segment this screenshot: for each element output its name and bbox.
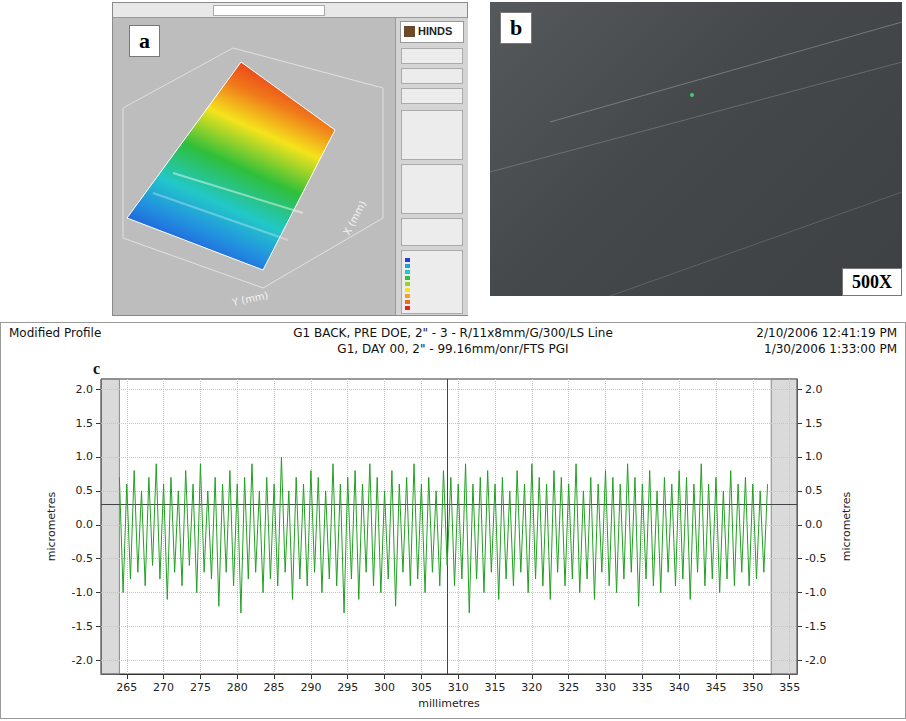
- html-text:500X: 500X: [852, 272, 892, 292]
- svg-text:275: 275: [190, 681, 211, 694]
- svg-text:265: 265: [116, 681, 137, 694]
- svg-text:270: 270: [153, 681, 174, 694]
- svg-text:1.5: 1.5: [805, 417, 823, 430]
- html-text:b: b: [510, 15, 523, 40]
- html-text:a: a: [139, 28, 150, 53]
- svg-text:315: 315: [485, 681, 506, 694]
- svg-text:300: 300: [374, 681, 395, 694]
- svg-text:G1 BACK, PRE DOE, 2" - 3 - R/1: G1 BACK, PRE DOE, 2" - 3 - R/11x8mm/G/30…: [293, 326, 613, 340]
- svg-text:Y (mm): Y (mm): [230, 290, 269, 309]
- svg-text:340: 340: [669, 681, 690, 694]
- svg-text:310: 310: [448, 681, 469, 694]
- svg-text:-0.5: -0.5: [805, 552, 826, 565]
- svg-text:280: 280: [227, 681, 248, 694]
- svg-text:1.0: 1.0: [76, 450, 94, 463]
- svg-text:0.0: 0.0: [76, 518, 94, 531]
- svg-text:320: 320: [521, 681, 542, 694]
- svg-text:290: 290: [300, 681, 321, 694]
- svg-text:330: 330: [595, 681, 616, 694]
- svg-text:355: 355: [779, 681, 800, 694]
- svg-text:-1.5: -1.5: [805, 620, 826, 633]
- svg-text:345: 345: [705, 681, 726, 694]
- svg-text:1.5: 1.5: [76, 417, 94, 430]
- svg-text:1/30/2006 1:33:00 PM: 1/30/2006 1:33:00 PM: [764, 342, 897, 356]
- svg-text:X (mm): X (mm): [341, 199, 368, 237]
- svg-text:micrometres: micrometres: [840, 492, 853, 562]
- svg-text:1.0: 1.0: [805, 450, 823, 463]
- svg-text:Modified Profile: Modified Profile: [9, 326, 101, 340]
- svg-text:2.0: 2.0: [805, 383, 823, 396]
- svg-text:350: 350: [742, 681, 763, 694]
- svg-text:micrometres: micrometres: [45, 492, 58, 562]
- svg-text:-1.0: -1.0: [72, 586, 93, 599]
- svg-text:335: 335: [632, 681, 653, 694]
- svg-text:285: 285: [264, 681, 285, 694]
- svg-text:-2.0: -2.0: [805, 654, 826, 667]
- svg-text:-1.0: -1.0: [805, 586, 826, 599]
- svg-text:325: 325: [558, 681, 579, 694]
- svg-text:2/10/2006 12:41:19 PM: 2/10/2006 12:41:19 PM: [756, 326, 897, 340]
- svg-text:0.0: 0.0: [805, 518, 823, 531]
- svg-text:millimetres: millimetres: [418, 697, 480, 710]
- svg-text:295: 295: [337, 681, 358, 694]
- svg-text:-0.5: -0.5: [72, 552, 93, 565]
- html-text:HINDS: HINDS: [418, 25, 453, 37]
- svg-text:G1, DAY 00, 2" - 99.16mm/onr/F: G1, DAY 00, 2" - 99.16mm/onr/FTS PGI: [337, 342, 568, 356]
- svg-text:0.5: 0.5: [805, 484, 823, 497]
- svg-text:-2.0: -2.0: [72, 654, 93, 667]
- svg-text:-1.5: -1.5: [72, 620, 93, 633]
- svg-text:2.0: 2.0: [76, 383, 94, 396]
- svg-text:0.5: 0.5: [76, 484, 94, 497]
- svg-text:305: 305: [411, 681, 432, 694]
- svg-text:c: c: [93, 360, 100, 377]
